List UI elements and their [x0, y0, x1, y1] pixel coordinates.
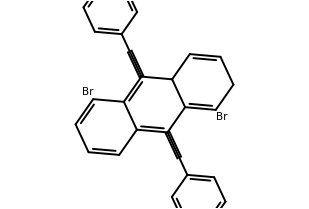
Text: Br: Br	[82, 87, 93, 97]
Text: Br: Br	[216, 112, 227, 122]
